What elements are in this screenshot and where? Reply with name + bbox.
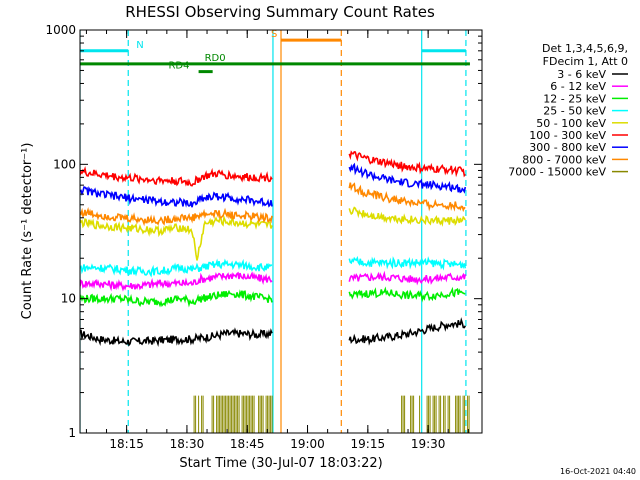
- x-tick-label: 19:15: [351, 437, 386, 451]
- series-trace: [80, 327, 273, 347]
- x-tick-label: 18:30: [170, 437, 205, 451]
- series-trace: [80, 165, 273, 187]
- series-trace: [348, 162, 467, 194]
- flag-label: RD0: [205, 53, 226, 64]
- y-tick-label: 1: [68, 426, 76, 440]
- y-axis: 1 10 100 1000: [45, 23, 482, 440]
- legend-label: 12 - 25 keV: [543, 92, 606, 105]
- series-trace: [401, 395, 470, 433]
- x-axis: 18:15 18:30 18:45 19:00 19:15 19:30: [85, 30, 469, 451]
- series-2: [80, 286, 466, 308]
- flag-label: RD4: [168, 61, 189, 72]
- series-layer: [80, 150, 470, 433]
- series-trace: [193, 395, 273, 433]
- legend-label: 50 - 100 keV: [536, 117, 606, 130]
- series-trace: [348, 182, 466, 213]
- legend-label: 100 - 300 keV: [529, 129, 606, 142]
- legend: Det 1,3,4,5,6,9,FDecim 1, Att 03 - 6 keV…: [508, 42, 628, 179]
- legend-label: 7000 - 15000 keV: [508, 166, 606, 179]
- x-tick-label: 19:00: [290, 437, 325, 451]
- legend-label: 3 - 6 keV: [557, 68, 606, 81]
- series-1: [80, 270, 467, 292]
- series-5: [80, 150, 466, 187]
- legend-header: FDecim 1, Att 0: [543, 55, 628, 68]
- series-trace: [80, 207, 273, 227]
- series-trace: [348, 286, 466, 303]
- plot-frame: [79, 29, 483, 434]
- series-6: [80, 162, 467, 208]
- series-trace: [348, 255, 467, 271]
- x-tick-label: 19:30: [411, 437, 446, 451]
- series-trace: [348, 317, 466, 346]
- y-tick-label: 1000: [45, 23, 76, 37]
- flag-label: N: [136, 40, 143, 51]
- series-0: [80, 317, 466, 347]
- series-4: [80, 206, 466, 261]
- x-tick-label: 18:15: [109, 437, 144, 451]
- series-trace: [348, 206, 466, 227]
- series-trace: [348, 270, 467, 286]
- legend-header: Det 1,3,4,5,6,9,: [542, 42, 628, 55]
- y-axis-label: Count Rate (s⁻¹ detector⁻¹): [20, 143, 35, 320]
- x-tick-label: 18:45: [230, 437, 265, 451]
- series-8: [193, 395, 470, 433]
- series-trace: [80, 185, 273, 208]
- series-trace: [80, 289, 273, 308]
- series-trace: [80, 214, 273, 261]
- series-trace: [348, 150, 466, 178]
- legend-label: 800 - 7000 keV: [522, 153, 606, 166]
- legend-label: 6 - 12 keV: [550, 80, 606, 93]
- series-3: [80, 255, 467, 278]
- legend-label: 300 - 800 keV: [529, 141, 606, 154]
- timestamp: 16-Oct-2021 04:40: [560, 467, 636, 476]
- flag-label: S: [271, 29, 277, 40]
- y-tick-label: 100: [53, 157, 76, 171]
- series-trace: [80, 271, 273, 292]
- series-trace: [80, 258, 273, 278]
- series-7: [80, 182, 466, 227]
- x-axis-label: Start Time (30-Jul-07 18:03:22): [179, 456, 382, 471]
- flag-bars: N S RD0 RD4: [80, 29, 470, 74]
- chart-title: RHESSI Observing Summary Count Rates: [125, 3, 435, 21]
- y-tick-label: 10: [61, 292, 76, 306]
- time-markers: [80, 30, 467, 433]
- legend-label: 25 - 50 keV: [543, 105, 606, 118]
